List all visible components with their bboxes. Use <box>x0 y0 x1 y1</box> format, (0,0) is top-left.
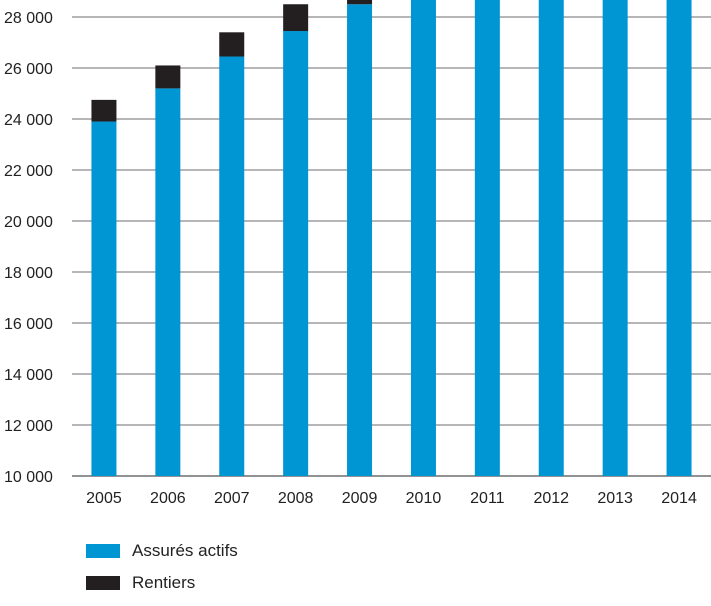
x-tick-label: 2007 <box>214 490 250 507</box>
y-axis-labels: 10 000 12 000 14 000 16 000 18 000 20 000 22 0… <box>4 10 53 486</box>
bar-assures-actifs <box>283 31 309 477</box>
x-tick-label: 2012 <box>533 490 569 507</box>
x-tick-label: 2014 <box>661 490 697 507</box>
x-axis-labels: 2005 2006 2007 2008 2009 2010 2011 2012 2013 2014 <box>86 490 697 507</box>
bar-rentiers <box>91 99 117 122</box>
legend-swatch-rentiers <box>86 576 120 590</box>
bar-assures-actifs <box>219 56 245 477</box>
y-tick-label: 14 000 <box>4 367 53 384</box>
bar-assures-actifs <box>602 0 628 477</box>
bar-assures-actifs <box>666 0 692 477</box>
legend-swatch-assures-actifs <box>86 544 120 558</box>
x-tick-label: 2010 <box>406 490 442 507</box>
bar-assures-actifs <box>347 4 373 476</box>
x-tick-label: 2008 <box>278 490 314 507</box>
legend-item-rentiers: Rentiers <box>86 573 238 592</box>
bar-assures-actifs <box>410 0 436 476</box>
y-tick-label: 12 000 <box>4 418 53 435</box>
y-tick-label: 26 000 <box>4 61 53 78</box>
x-tick-label: 2013 <box>597 490 633 507</box>
bar-rentiers <box>347 0 373 5</box>
bar-assures-actifs <box>155 88 181 477</box>
stacked-bar-chart: 10 000 12 000 14 000 16 000 18 000 20 000 22 0… <box>4 0 711 507</box>
bars <box>91 0 692 477</box>
legend-label-assures-actifs: Assurés actifs <box>132 541 238 560</box>
legend-label-rentiers: Rentiers <box>132 573 196 592</box>
x-tick-label: 2009 <box>342 490 378 507</box>
y-tick-label: 28 000 <box>4 10 53 27</box>
x-tick-label: 2006 <box>150 490 186 507</box>
x-tick-label: 2005 <box>86 490 122 507</box>
bar-assures-actifs <box>91 121 117 477</box>
y-tick-label: 16 000 <box>4 316 53 333</box>
y-tick-label: 20 000 <box>4 214 53 231</box>
legend: Assurés actifs Rentiers <box>86 541 238 606</box>
y-tick-label: 18 000 <box>4 265 53 282</box>
bar-rentiers <box>283 4 309 32</box>
y-tick-label: 22 000 <box>4 163 53 180</box>
legend-item-assures-actifs: Assurés actifs <box>86 541 238 560</box>
bar-rentiers <box>219 32 245 57</box>
bar-assures-actifs <box>474 0 500 477</box>
x-tick-label: 2011 <box>470 490 505 507</box>
y-tick-label: 10 000 <box>4 469 53 486</box>
bar-assures-actifs <box>538 0 564 476</box>
y-tick-label: 24 000 <box>4 112 53 129</box>
bar-rentiers <box>155 65 181 89</box>
